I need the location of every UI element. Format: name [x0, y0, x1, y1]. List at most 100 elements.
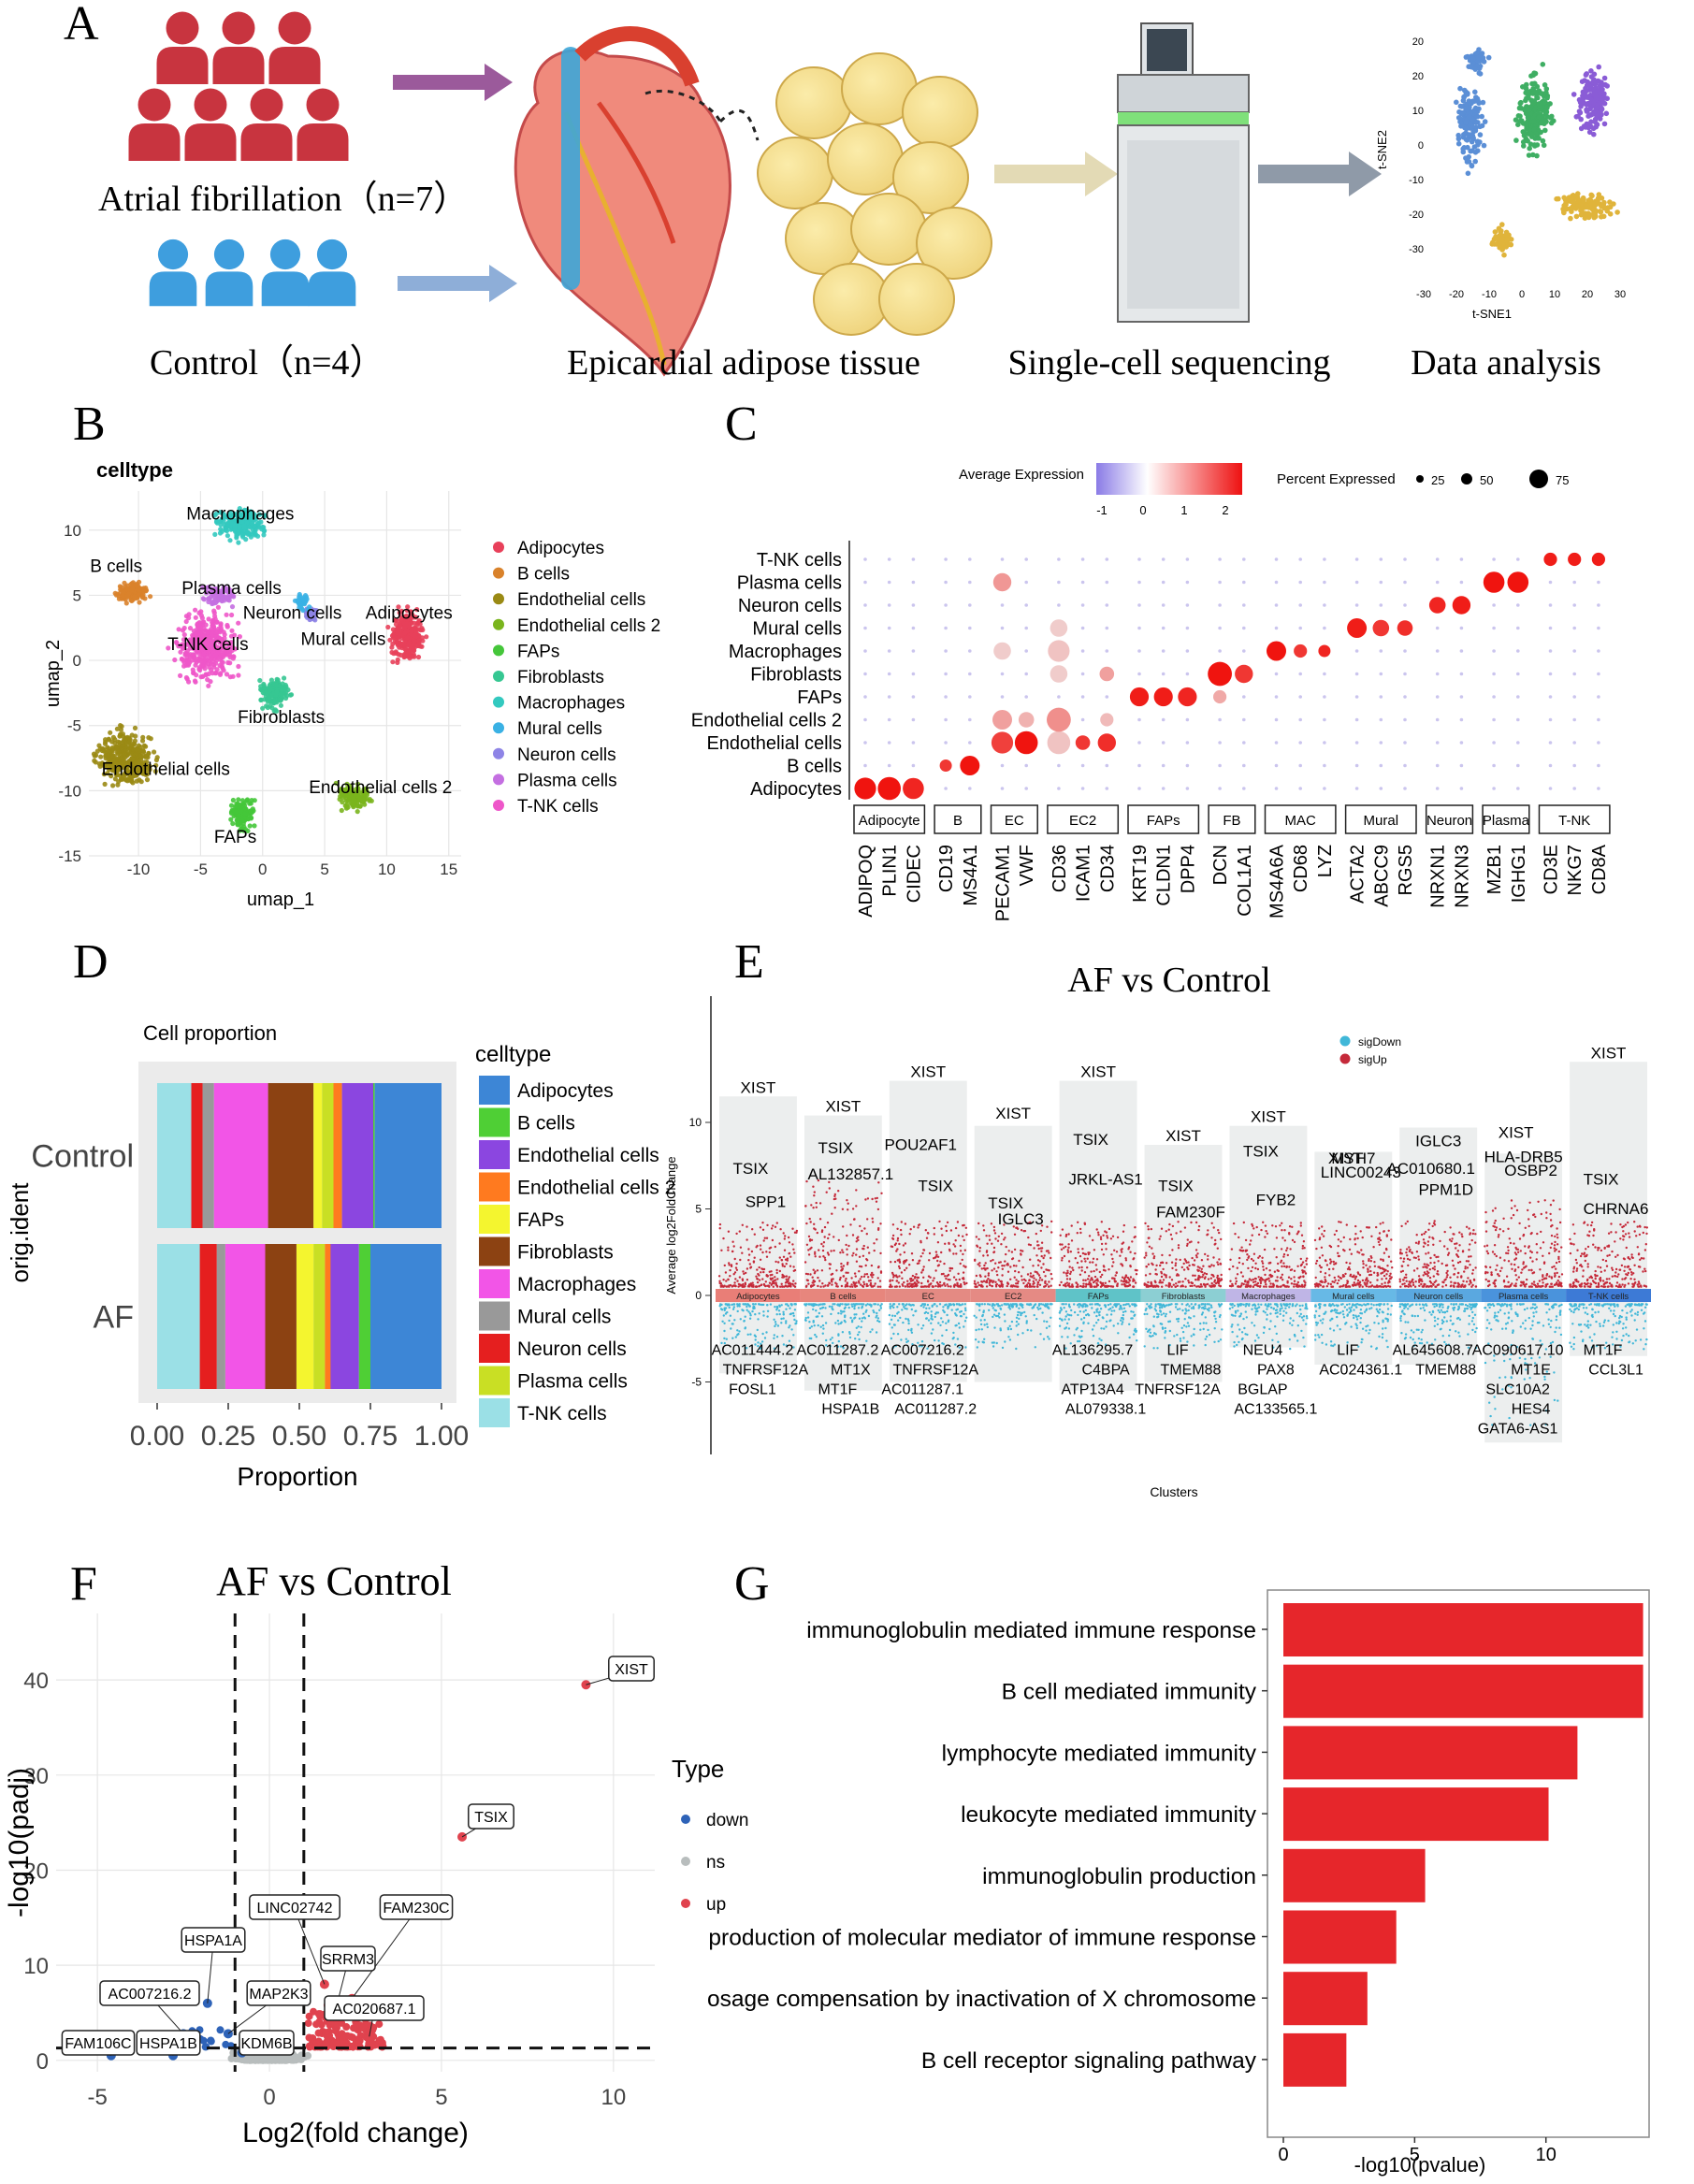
gene-point-down: [857, 1333, 860, 1337]
tsne-point: [1590, 125, 1597, 132]
gene-point-up: [755, 1246, 758, 1249]
gene-point-up: [823, 1256, 827, 1260]
gene-point-up: [941, 1234, 944, 1237]
gene-point-up: [890, 1261, 892, 1264]
gene-point-up: [718, 1222, 722, 1226]
gene-point-up: [946, 1283, 948, 1286]
control-person-icon-body: [308, 271, 356, 307]
gene-point-up: [751, 1285, 754, 1288]
gene-point-up: [947, 1278, 949, 1281]
gene-point-down: [1018, 1307, 1021, 1310]
gene-point-up: [990, 1280, 993, 1282]
gene-point-down: [731, 1308, 735, 1310]
dotplot-dot-fibroblasts-cldn1: [1161, 672, 1166, 676]
dotplot-dot-faps-cd34: [1105, 695, 1109, 699]
dotplot-dot-macrophages-nrxn1: [1435, 649, 1440, 653]
dotplot-dot-macrophages-plin1: [887, 649, 891, 653]
proportion-legend-label: Neuron cells: [517, 1338, 627, 1360]
gene-point-up: [730, 1264, 733, 1266]
proportion-legend-label: Endothelial cells: [517, 1145, 659, 1166]
gene-point-up: [928, 1259, 931, 1262]
gene-point-up: [755, 1275, 758, 1278]
gene-point-down: [950, 1309, 953, 1311]
dotplot-group-label: FAPs: [1147, 813, 1180, 829]
gene-point-down: [889, 1303, 891, 1306]
gene-point-up: [943, 1282, 946, 1286]
gene-point-up: [978, 1265, 981, 1267]
gene-point-up: [761, 1228, 765, 1232]
gene-point-up: [747, 1259, 750, 1262]
heart-icon: [514, 26, 760, 377]
tsne-point: [1533, 105, 1539, 110]
gene-point-up: [896, 1237, 900, 1240]
dotplot-dot-macrophages-acta2: [1354, 649, 1359, 653]
dotplot-dot-fibroblasts-pecam1: [1000, 672, 1005, 676]
gene-point-down: [725, 1338, 728, 1340]
gene-point-down: [847, 1306, 850, 1309]
umap-ytick: -15: [58, 847, 81, 865]
dotplot-dot-plasma-cells-cd8a: [1597, 580, 1600, 585]
tsne-xtick: 30: [1614, 289, 1626, 300]
gene-point-up: [848, 1285, 852, 1288]
gene-point-up: [948, 1250, 951, 1252]
gene-point-down: [818, 1307, 822, 1310]
gene-point-up: [720, 1249, 723, 1252]
gene-point-up: [978, 1262, 981, 1265]
dotplot-dot-neuron-cells-dcn: [1218, 603, 1222, 607]
gene-point-down: [905, 1303, 908, 1306]
gene-point-up: [938, 1283, 941, 1287]
gene-point-up: [1005, 1245, 1007, 1249]
umap-point-faps: [230, 797, 236, 803]
dotplot-dot-macrophages-krt19: [1137, 649, 1141, 653]
gene-point-up: [750, 1250, 754, 1253]
dotplot-dot-b-cells-vwf: [1024, 763, 1028, 768]
gene-point-up: [861, 1254, 865, 1258]
gene-point-down: [904, 1307, 906, 1310]
proportion-legend-swatch: [479, 1366, 510, 1396]
proportion-legend-title: celltype: [475, 1042, 551, 1067]
gene-point-up: [920, 1281, 923, 1285]
gene-point-down: [857, 1307, 861, 1309]
dotplot-dot-mural-cells-plin1: [887, 626, 891, 630]
dotplot-group-label: EC2: [1069, 813, 1096, 829]
gene-point-up: [977, 1237, 980, 1241]
umap-plot-area: [89, 491, 461, 856]
tsne-point: [1597, 116, 1603, 122]
gene-point-up: [827, 1237, 830, 1240]
gene-point-down: [814, 1333, 817, 1337]
tsne-point: [1541, 142, 1547, 149]
dotplot-dot-b-cells-pecam1: [1000, 763, 1005, 768]
tsne-point: [1607, 204, 1614, 210]
proportion-xlabel: Proportion: [237, 1462, 357, 1491]
dotplot-dot-endothelial-cells-cidec: [911, 741, 916, 745]
dotplot-dot-mural-cells-cd8a: [1597, 626, 1600, 630]
dotplot-dot-adipocytes-nrxn1: [1435, 787, 1440, 790]
dotplot-dot-endothelial-cells-2-acta2: [1354, 717, 1359, 722]
dotplot-dot-neuron-cells-acta2: [1354, 603, 1359, 607]
umap-point-endothelial-cells: [109, 745, 115, 751]
gene-point-up: [835, 1269, 838, 1272]
proportion-segment-faps: [297, 1244, 314, 1389]
gene-point-down: [777, 1309, 781, 1312]
dotplot-dot-endothelial-cells-2-lyz: [1323, 717, 1326, 722]
tsne-point: [1534, 83, 1541, 90]
gene-point-down: [731, 1337, 734, 1339]
gene-point-down: [819, 1325, 822, 1328]
gene-point-up: [829, 1263, 832, 1266]
gene-point-up: [1036, 1264, 1040, 1267]
gene-point-up: [874, 1282, 876, 1285]
gene-point-up: [962, 1271, 965, 1274]
gene-point-down: [871, 1328, 874, 1331]
tsne-point: [1461, 87, 1468, 94]
gene-point-down: [864, 1304, 868, 1307]
gene-point-up: [957, 1285, 960, 1288]
gene-point-up: [955, 1279, 958, 1281]
dotplot-dot-neuron-cells-ighg1: [1516, 603, 1520, 607]
adipose-tissue-icon: [757, 52, 992, 336]
gene-point-down: [775, 1305, 779, 1309]
gene-point-up: [1032, 1285, 1035, 1288]
gene-point-up: [898, 1260, 901, 1263]
gene-point-up: [767, 1284, 770, 1287]
gene-point-up: [1013, 1233, 1017, 1237]
dotplot-dot-faps-cd8a: [1597, 695, 1600, 699]
